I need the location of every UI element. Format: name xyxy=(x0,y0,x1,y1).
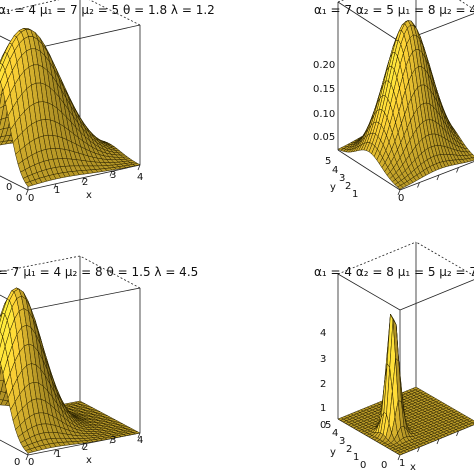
panel-2-ylabel: y xyxy=(330,182,336,193)
panel-1-xtick: 4 xyxy=(137,172,143,183)
panel-2-ztick: 0.10 xyxy=(313,109,335,120)
x-tick-mark xyxy=(53,449,57,455)
surface-facet xyxy=(132,431,141,435)
panel-4-title: α₁ = 4 α₂ = 8 μ₁ = 5 μ₂ = 7 θ = xyxy=(314,265,474,279)
panel-3-axes-text: 0 1 2 3 4 x 0 xyxy=(14,435,143,468)
panel-4-ztick: 2 xyxy=(320,379,326,390)
panel-3-xtick: 4 xyxy=(137,435,143,446)
panel-4-ytick: 0 xyxy=(360,460,366,471)
panel-4-ylabel: y xyxy=(330,447,336,458)
panel-4-ytick: 1 xyxy=(353,452,359,463)
x-tick-mark xyxy=(137,432,141,439)
box-edge xyxy=(337,0,345,3)
x-tick-mark xyxy=(436,438,440,445)
box-edge xyxy=(0,439,29,456)
x-tick-mark xyxy=(137,164,141,171)
x-tick-mark xyxy=(109,171,113,177)
panel-3-xtick: 2 xyxy=(82,442,88,453)
surface-facet xyxy=(469,419,474,424)
panel-4-ztick: 3 xyxy=(320,354,326,365)
panel-2-axes-text: 0.20 0.15 0.10 0.05 5 4 3 2 1 y 0 xyxy=(313,60,404,204)
panel-1-xtick: 1 xyxy=(54,185,60,196)
x-tick-mark xyxy=(417,182,420,188)
panel-2-ztick: 0.15 xyxy=(313,84,335,95)
box-edge xyxy=(89,0,141,26)
surface-facet xyxy=(132,163,141,167)
panel-2-ytick: 2 xyxy=(345,181,351,192)
panel-1-xtick: 2 xyxy=(82,177,88,188)
panel-1-ytick: 0 xyxy=(16,193,22,204)
panel-4-ytick: 3 xyxy=(339,436,345,447)
panel-3-title: = 7 μ₁ = 4 μ₂ = 8 θ = 1.5 λ = 4.5 xyxy=(0,265,198,279)
x-tick-mark xyxy=(81,443,85,450)
panel-1-axes-text: 0 1 2 3 4 x 0 0 xyxy=(6,170,143,204)
box-edge xyxy=(458,0,474,10)
box-edge xyxy=(0,0,60,14)
x-tick-mark xyxy=(25,189,29,196)
x-tick-mark xyxy=(397,189,401,196)
panel-1-xtick: 3 xyxy=(110,170,116,181)
x-tick-mark xyxy=(109,438,113,444)
panel-1-xlabel: x xyxy=(86,190,92,201)
panel-4-axes-text: 4 3 2 1 0 5 4 3 2 1 0 y 0 1 x xyxy=(320,328,416,473)
panel-3-xlabel: x xyxy=(86,455,92,466)
x-tick-mark xyxy=(417,446,420,453)
x-tick-mark xyxy=(25,454,29,461)
x-tick-mark xyxy=(436,174,440,181)
panel-4-xtick: 0 xyxy=(381,460,387,471)
panel-2-ztick: 0.05 xyxy=(313,132,335,143)
box-edge xyxy=(337,1,401,43)
panel-4-ztick: 0 xyxy=(320,420,326,431)
panel-2-ytick: 5 xyxy=(325,156,331,167)
panel-4-ytick: 4 xyxy=(332,428,338,439)
panel-1-xtick: 0 xyxy=(28,193,34,204)
panel-4-ztick: 4 xyxy=(320,328,326,339)
panel-3-plot xyxy=(0,255,141,461)
panel-2-ytick: 4 xyxy=(332,165,338,176)
box-edge xyxy=(79,255,141,289)
panel-2-plot xyxy=(337,0,474,196)
panel-2-ztick: 0.20 xyxy=(313,60,335,71)
panel-3-xtick: 1 xyxy=(55,449,61,460)
box-edge xyxy=(337,273,401,311)
x-tick-mark xyxy=(456,167,459,173)
box-edge xyxy=(27,24,141,51)
panel-1-plot xyxy=(0,0,141,196)
panel-3-xtick: 3 xyxy=(110,435,116,446)
x-tick-mark xyxy=(81,177,85,183)
panel-4-xlabel: x xyxy=(410,462,416,473)
panel-1-ytick: 0 xyxy=(6,182,12,193)
panel-4-ytick: 2 xyxy=(346,444,352,455)
box-edge xyxy=(0,175,29,191)
box-edge xyxy=(0,255,81,273)
surface-facet xyxy=(469,154,474,159)
x-tick-mark xyxy=(397,454,401,461)
panel-2-ytick: 1 xyxy=(352,189,358,200)
x-tick-mark xyxy=(53,183,57,189)
panel-1-title: α₁ = 4 μ₁ = 7 μ₂ = 5 θ = 1.8 λ = 1.2 xyxy=(0,3,215,17)
panel-4-ytick: 5 xyxy=(325,420,331,431)
panel-4-xtick: 1 xyxy=(399,458,405,469)
panel-3-ytick: 0 xyxy=(14,457,20,468)
box-edge xyxy=(27,287,141,311)
x-tick-mark xyxy=(456,430,459,437)
panel-2-title: α₁ = 7 α₂ = 5 μ₁ = 8 μ₂ = 4 θ = 0. xyxy=(314,3,474,17)
panel-3-xtick: 0 xyxy=(28,457,34,468)
panel-4-ztick: 1 xyxy=(320,403,326,414)
box-edge xyxy=(337,149,401,191)
box-edge xyxy=(399,279,474,311)
panel-2-ytick: 3 xyxy=(339,173,345,184)
panel-4-plot xyxy=(337,241,474,461)
panel-2-xtick: 0 xyxy=(398,193,404,204)
